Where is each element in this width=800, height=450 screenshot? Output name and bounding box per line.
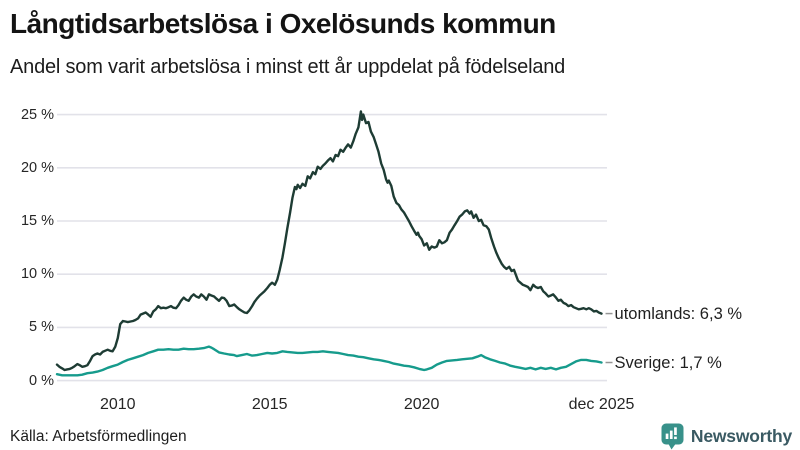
- x-axis-tick-label: 2015: [251, 396, 288, 413]
- series-end-label-Sverige: Sverige: 1,7 %: [614, 353, 722, 372]
- y-axis-tick-label: 15 %: [20, 213, 54, 229]
- series-line-utomlands: [55, 110, 603, 372]
- brand-name: Newsworthy: [690, 426, 792, 446]
- y-axis-tick-label: 25 %: [20, 106, 54, 123]
- y-axis-tick-label: 20 %: [20, 159, 54, 176]
- chart-title: Långtidsarbetslösa i Oxelösunds kommun: [10, 8, 556, 39]
- y-axis-tick-label: 10 %: [20, 266, 54, 283]
- newsworthy-logo: Newsworthy: [661, 423, 792, 450]
- source-note: Källa: Arbetsförmedlingen: [10, 428, 187, 445]
- x-axis-tick-label: dec 2025: [568, 396, 635, 413]
- series-end-label-utomlands: utomlands: 6,3 %: [614, 304, 743, 323]
- newsworthy-icon: [661, 423, 684, 450]
- x-axis-tick-label: 2020: [403, 396, 440, 413]
- series-line-Sverige: [55, 345, 603, 377]
- y-axis-tick-label: 5 %: [29, 319, 54, 336]
- chart-subtitle: Andel som varit arbetslösa i minst ett å…: [10, 56, 566, 78]
- y-axis-tick-label: 0 %: [29, 372, 54, 389]
- x-axis-tick-label: 2010: [99, 396, 136, 413]
